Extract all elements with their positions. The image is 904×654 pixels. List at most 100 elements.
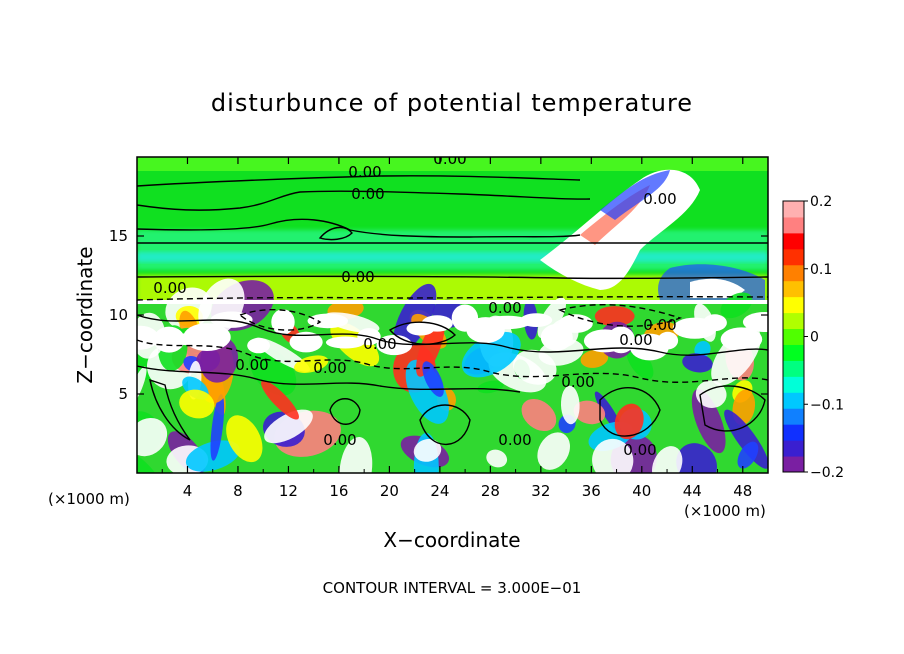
- plume-white: [540, 169, 700, 290]
- colorbar-swatch: [783, 392, 804, 409]
- turbulence-patch: [558, 314, 593, 333]
- colorbar-tick-label: −0.2: [810, 465, 844, 481]
- x-tick-label: 44: [683, 482, 702, 500]
- contour-label: 0.00: [363, 335, 396, 353]
- colorbar-tick-label: 0.2: [810, 194, 832, 210]
- turbulence-patch: [483, 315, 531, 330]
- turbulence-patch: [226, 415, 263, 463]
- turbulence-patch: [614, 403, 644, 440]
- plume-blue: [600, 170, 670, 220]
- x-tick-label: 12: [279, 482, 298, 500]
- contour-label: 0.00: [643, 316, 676, 334]
- turbulence-patch: [560, 385, 580, 425]
- right-blob-white: [690, 278, 745, 298]
- turbulence-patch: [702, 314, 727, 332]
- y-tick-label: 5: [118, 385, 128, 403]
- colorbar-swatch: [783, 296, 804, 314]
- cyan-band-core: [137, 252, 768, 262]
- turbulence-patches: [137, 278, 768, 473]
- turbulence-patch: [720, 292, 753, 319]
- colorbar-swatch: [783, 408, 804, 425]
- turbulence-patch: [520, 313, 553, 327]
- x-tick-label: 24: [430, 482, 449, 500]
- turbulence-patch: [486, 449, 508, 468]
- turbulence-patch: [537, 432, 570, 470]
- colorbar-tick-label: 0.1: [810, 262, 832, 278]
- chart-title: disturbunce of potential temperature: [211, 89, 693, 117]
- turbulence-patch: [210, 311, 253, 328]
- colorbar-swatch: [783, 344, 804, 361]
- turbulence-patch: [521, 398, 557, 432]
- colorbar-swatch: [783, 456, 804, 473]
- turbulence-patch: [261, 380, 299, 420]
- contour-label: 0.00: [619, 331, 652, 349]
- contour-label: 0.00: [433, 150, 466, 168]
- y-tick-label: 15: [109, 227, 128, 245]
- contour-interval-note: CONTOUR INTERVAL = 3.000E−01: [323, 579, 582, 597]
- x-axis-label: X−coordinate: [383, 528, 520, 552]
- turbulence-patch: [179, 389, 215, 419]
- contour-label: 0.00: [488, 299, 521, 317]
- turbulence-patch: [652, 446, 683, 473]
- colorbar-swatch: [783, 201, 804, 218]
- turbulence-patch: [137, 325, 159, 350]
- x-tick-label: 20: [380, 482, 399, 500]
- colorbar-swatch: [783, 264, 804, 282]
- contour-label: 0.00: [341, 268, 374, 286]
- colorbar-swatch: [783, 248, 804, 266]
- x-tick-label: 8: [233, 482, 243, 500]
- colorbar-swatch: [783, 440, 804, 457]
- colorbar-swatch: [783, 328, 804, 345]
- contour-label: 0.00: [561, 373, 594, 391]
- contour-label: 0.00: [313, 359, 346, 377]
- colorbar-swatch: [783, 424, 804, 441]
- x-tick-label: 48: [733, 482, 752, 500]
- turbulence-patch: [137, 449, 160, 473]
- x-unit-right: (×1000 m): [684, 502, 766, 520]
- colorbar-swatch: [783, 360, 804, 377]
- x-tick-label: 32: [531, 482, 550, 500]
- colorbar-swatch: [783, 376, 804, 393]
- contour-lines: [137, 175, 768, 446]
- colorbar-swatch: [783, 232, 804, 250]
- turbulence-patch: [592, 438, 634, 473]
- turbulence-patch: [271, 309, 295, 335]
- turbulence-patch: [137, 417, 168, 457]
- x-tick-label: 4: [183, 482, 193, 500]
- x-axis-ticks: 4 8 12 16 20 24 28 32 36 40 44 48: [161, 157, 752, 500]
- x-tick-label: 16: [329, 482, 348, 500]
- turbulence-patch: [676, 443, 717, 473]
- contour-label: 0.00: [348, 163, 381, 181]
- y-axis-ticks: 5 10 15: [109, 227, 768, 403]
- contour-label: 0.00: [351, 185, 384, 203]
- colorbar-tick-label: 0: [810, 330, 819, 346]
- colorbar: [783, 201, 804, 473]
- turbulence-patch: [573, 400, 606, 425]
- turbulence-patch: [183, 323, 231, 351]
- turbulence-patch: [422, 361, 444, 397]
- contour-label: 0.00: [643, 190, 676, 208]
- turbulence-patch: [325, 336, 365, 349]
- contour-label: 0.00: [623, 441, 656, 459]
- top-band: [137, 157, 768, 171]
- contour-label-group: 0.000.000.000.000.000.000.000.000.000.00…: [153, 150, 676, 459]
- colorbar-tick-label: −0.1: [810, 397, 844, 413]
- turbulence-patch: [607, 326, 635, 354]
- turbulence-patch: [691, 389, 726, 454]
- turbulence-patch: [307, 313, 349, 329]
- turbulence-patch: [737, 441, 759, 469]
- turbulence-patch: [720, 327, 763, 352]
- turbulence-patch: [210, 394, 225, 461]
- turbulence-patch: [339, 436, 373, 473]
- turbulence-patch: [405, 359, 449, 424]
- contour-label: 0.00: [235, 356, 268, 374]
- turbulence-patch: [537, 297, 567, 339]
- y-tick-label: 10: [109, 306, 128, 324]
- x-tick-label: 36: [582, 482, 601, 500]
- cyan-band: [137, 230, 768, 270]
- turbulence-patch: [413, 438, 442, 462]
- x-unit-left: (×1000 m): [48, 490, 130, 508]
- colorbar-ticks: 0.2 0.1 0 −0.1 −0.2: [804, 194, 844, 481]
- contour-label: 0.00: [153, 279, 186, 297]
